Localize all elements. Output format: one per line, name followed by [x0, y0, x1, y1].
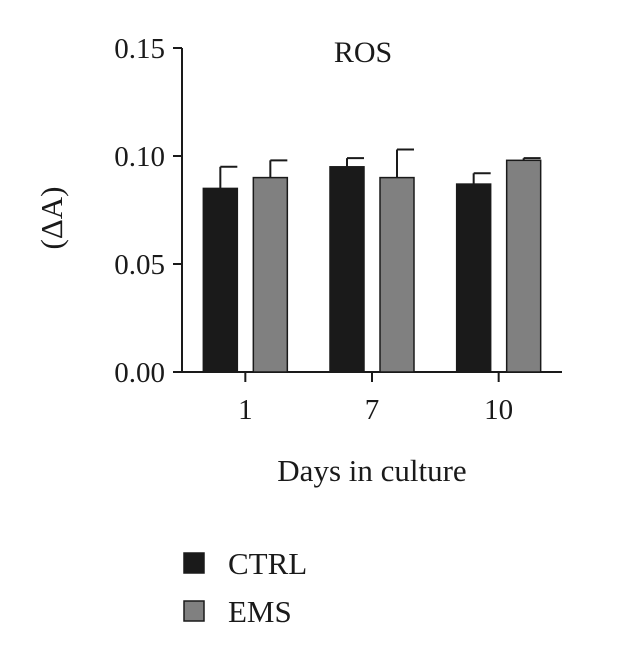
- legend-label-ems: EMS: [228, 594, 292, 629]
- bar-ems: [252, 176, 289, 373]
- x-tick-label: 7: [365, 394, 380, 426]
- y-axis-label: (ΔA): [34, 187, 69, 250]
- x-tick-label: 10: [484, 394, 513, 426]
- bar-ctrl: [329, 166, 365, 373]
- legend-label-ctrl: CTRL: [228, 546, 307, 581]
- y-tick-label: 0.00: [114, 357, 165, 389]
- chart-title: ROS: [334, 36, 392, 69]
- bar-ctrl: [202, 187, 239, 373]
- bar-ems: [379, 176, 415, 373]
- y-axis: 0.00 0.05 0.10 0.15: [114, 33, 183, 389]
- bars: [202, 148, 542, 373]
- bar-ems: [505, 159, 542, 373]
- y-tick-label: 0.15: [114, 33, 165, 65]
- x-axis-label: Days in culture: [277, 453, 466, 488]
- legend: CTRL EMS: [183, 546, 307, 629]
- y-tick-label: 0.05: [114, 249, 165, 281]
- x-axis: 1 7 10: [182, 371, 562, 426]
- legend-swatch-ctrl: [183, 552, 205, 574]
- x-tick-label: 1: [238, 394, 253, 426]
- legend-swatch-ems: [183, 600, 205, 622]
- y-tick-label: 0.10: [114, 141, 165, 173]
- bar-ctrl: [455, 183, 492, 373]
